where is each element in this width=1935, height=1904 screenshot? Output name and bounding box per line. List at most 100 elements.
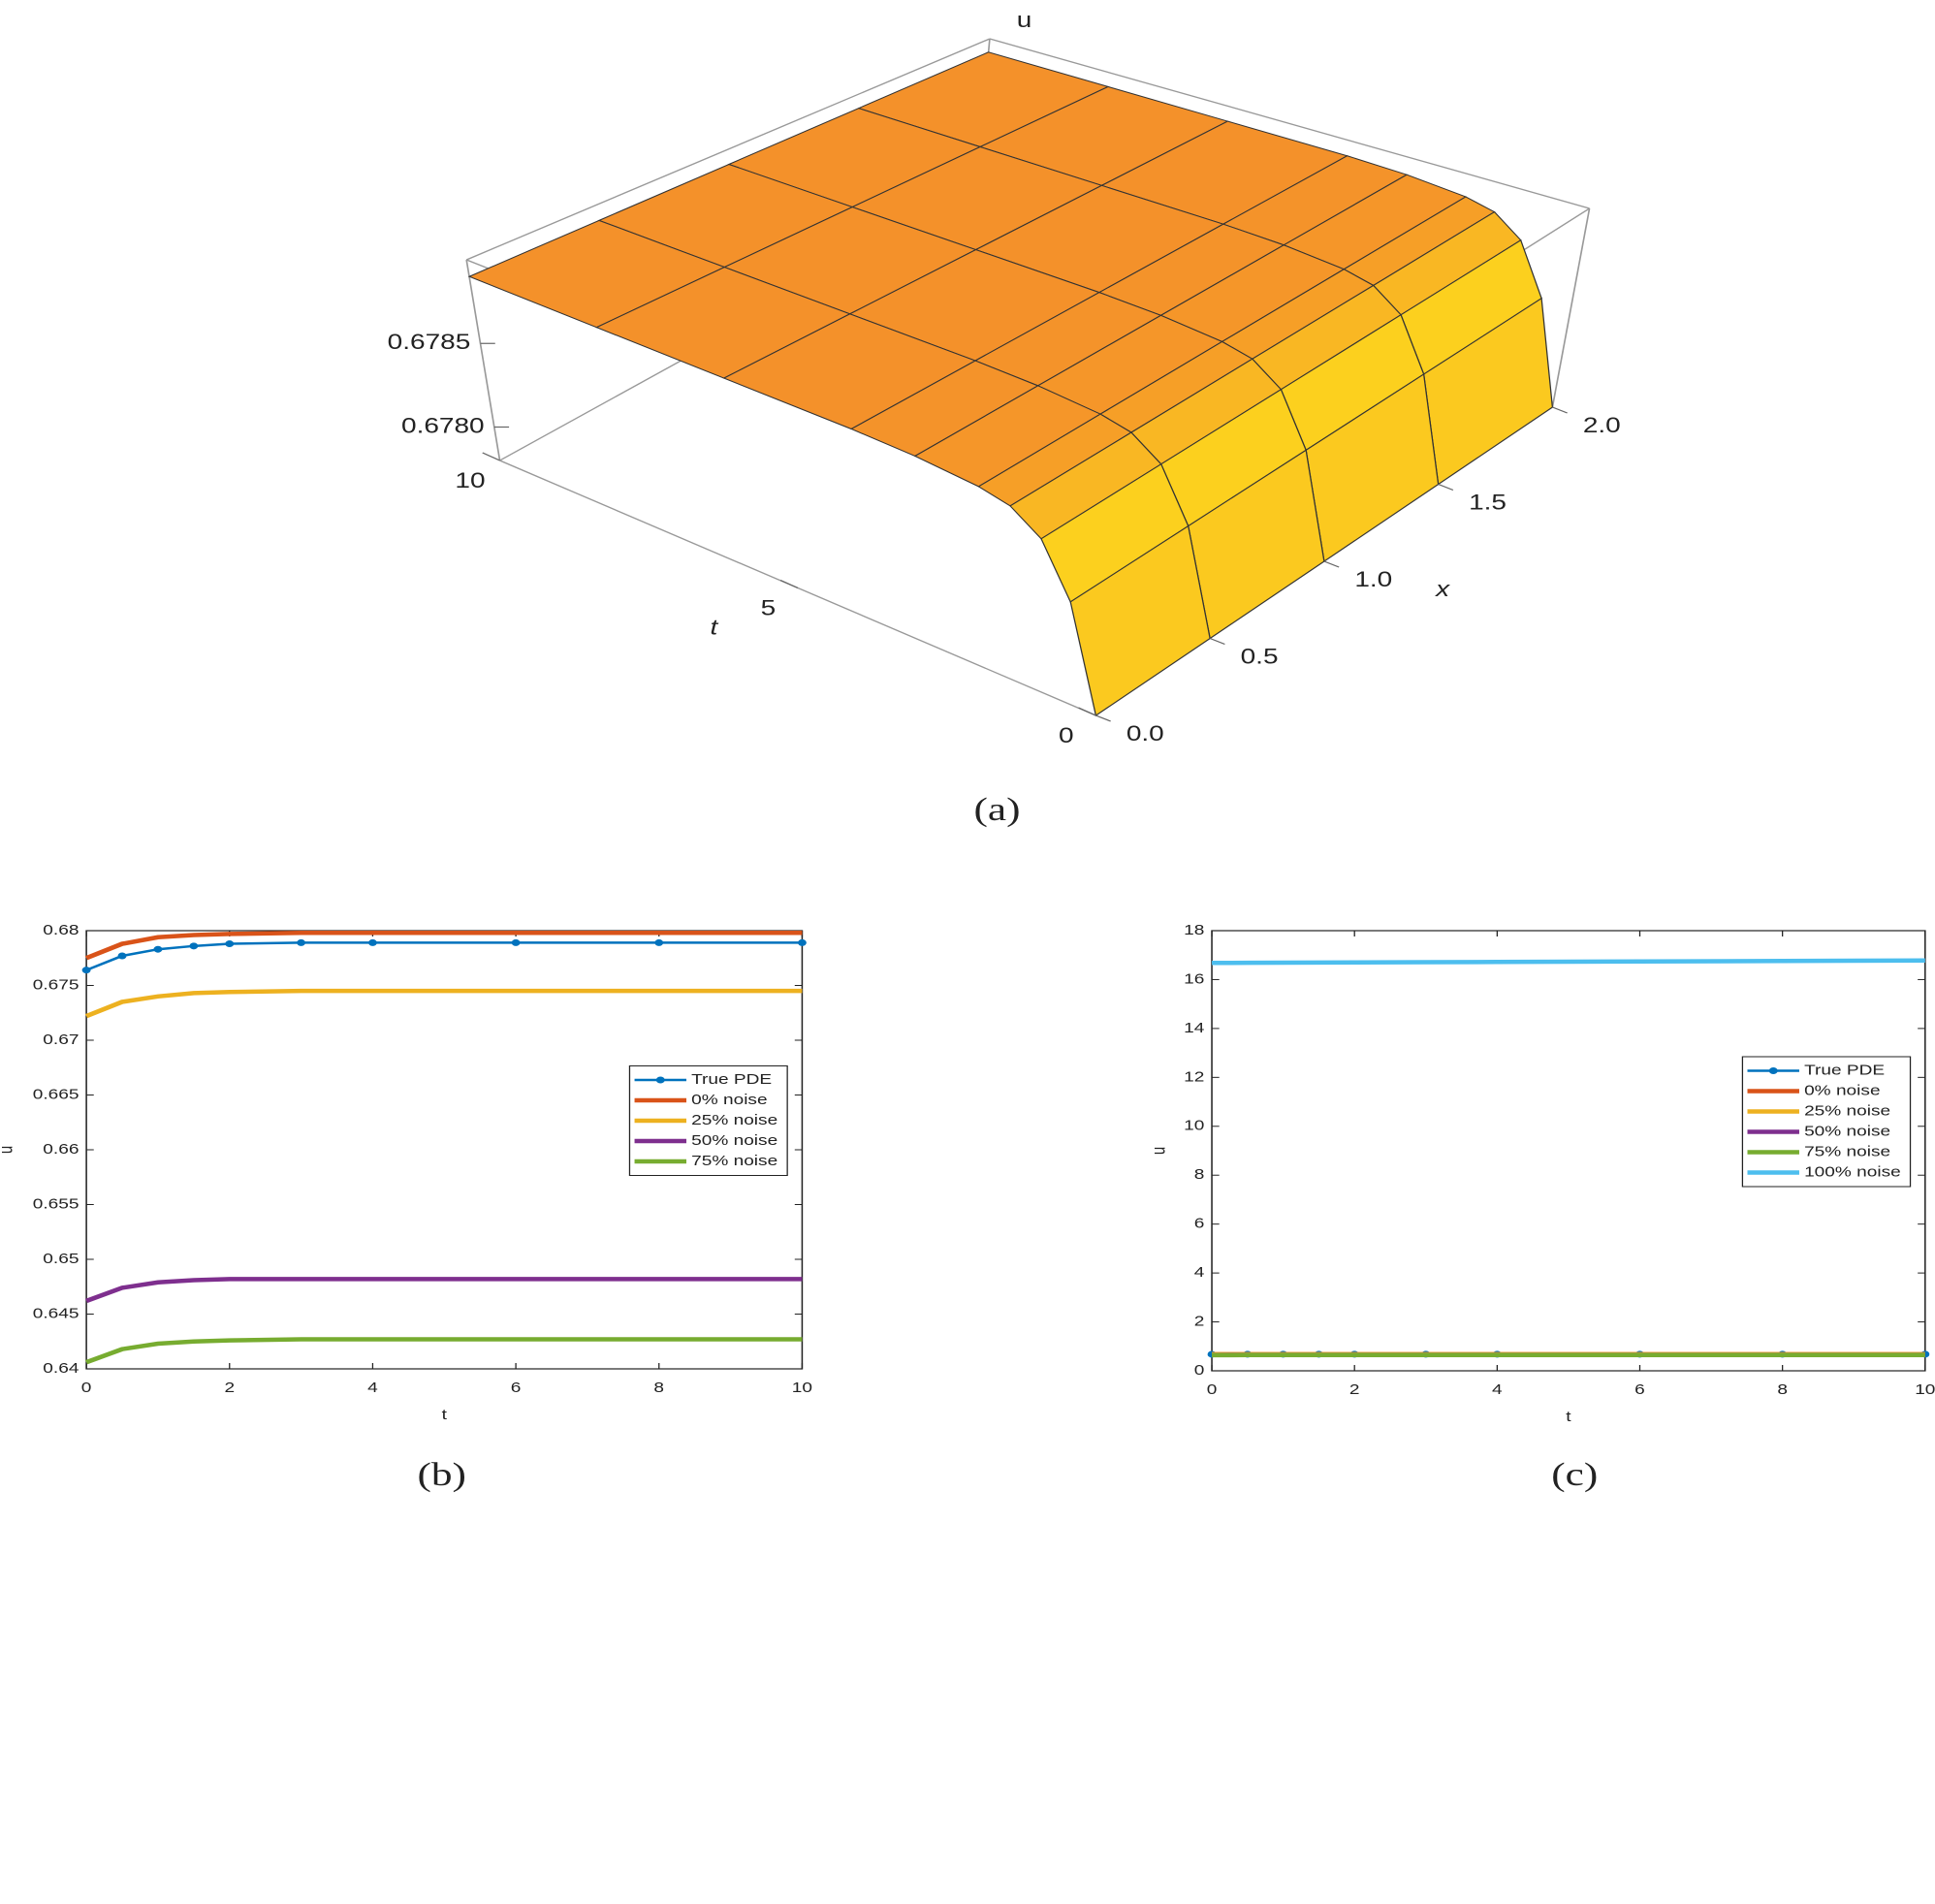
surface-patch [1069, 524, 1211, 716]
y-tick-label: 14 [1184, 1019, 1205, 1035]
x-tick-label: 6 [1634, 1380, 1645, 1397]
x-tick-label: 0 [81, 1379, 92, 1395]
box-edge [989, 38, 1590, 209]
y-tick-label: 0 [1059, 724, 1074, 747]
x-tick-label: 4 [367, 1379, 378, 1395]
x-tick-label: 2 [1349, 1380, 1360, 1397]
series-marker [225, 940, 235, 948]
x-tick [1209, 637, 1225, 646]
legend-label: 25% noise [1804, 1101, 1890, 1118]
series-marker [297, 938, 306, 946]
y-tick-label: 0.65 [43, 1250, 79, 1266]
z-tick-label: 0.6785 [388, 331, 471, 354]
x-tick-label: 2 [224, 1379, 235, 1395]
caption: (c) [1551, 1456, 1598, 1493]
series-marker [81, 967, 91, 974]
legend-label: 100% noise [1804, 1162, 1901, 1179]
y-tick-label: 8 [1194, 1165, 1205, 1182]
y-axis-label: t [711, 616, 719, 639]
x-tick [1552, 406, 1568, 414]
x-tick [1323, 560, 1340, 568]
y-tick [1078, 707, 1096, 716]
series-line [84, 988, 803, 1019]
x-tick-label: 0.0 [1126, 722, 1164, 746]
y-tick-label: 0.64 [43, 1359, 79, 1376]
legend-label: 0% noise [691, 1091, 767, 1107]
y-tick-label: 0 [1194, 1361, 1205, 1378]
x-tick-label: 10 [792, 1379, 812, 1395]
series-marker [654, 938, 664, 946]
x-axis-label: x [1434, 578, 1451, 601]
x-tick-label: 2.0 [1583, 414, 1621, 437]
y-axis-label: u [1148, 1147, 1169, 1155]
legend-marker [1768, 1067, 1778, 1074]
y-tick [779, 579, 799, 589]
y-tick-label: 0.645 [33, 1304, 79, 1320]
x-tick-label: 4 [1492, 1380, 1503, 1397]
y-tick-label: 0.675 [33, 975, 79, 992]
y-axis-label: u [0, 1146, 16, 1154]
series-marker [117, 952, 127, 960]
legend-label: True PDE [1804, 1061, 1885, 1077]
legend: True PDE 0% noise 25% noise 50% noise 75% no… [1741, 1056, 1912, 1188]
x-tick-label: 1.5 [1469, 491, 1507, 514]
y-tick-label: 10 [1184, 1117, 1204, 1133]
y-tick-label: 2 [1194, 1313, 1205, 1329]
x-axis-label: t [1566, 1408, 1571, 1424]
x-tick-label: 8 [653, 1379, 664, 1395]
z-tick-label: 0.6780 [401, 414, 485, 437]
legend-label: True PDE [691, 1070, 772, 1087]
box-edge [1551, 207, 1591, 408]
legend-label: 75% noise [1804, 1142, 1890, 1158]
y-tick-label: 0.68 [43, 921, 79, 937]
legend-label: 75% noise [691, 1152, 777, 1168]
series-line [85, 941, 803, 971]
series-line [84, 931, 803, 961]
series-line [84, 1337, 803, 1365]
y-tick-label: 16 [1184, 969, 1204, 986]
legend-label: 50% noise [1804, 1122, 1890, 1138]
series-marker [367, 938, 377, 946]
y-tick-label: 0.66 [43, 1140, 79, 1157]
y-tick-label: 10 [455, 469, 485, 492]
line-plot: 0.64 0.645 0.65 0.655 0.66 0.665 0.67 0.675 0.68… [0, 921, 812, 1493]
x-axis-label: t [442, 1406, 448, 1422]
series-marker [511, 938, 521, 946]
legend-marker [655, 1076, 665, 1084]
y-tick-label: 5 [761, 596, 777, 619]
x-tick-label: 10 [1915, 1380, 1935, 1397]
box-edge [465, 38, 991, 261]
x-tick-label: 0.5 [1241, 645, 1279, 668]
line-plot: 0 2 4 6 8 10 12 14 16 18 0 2 4 6 8 10 True PDE 0% noise 25… [1148, 921, 1935, 1493]
x-tick-label: 8 [1777, 1380, 1788, 1397]
y-tick-label: 0.655 [33, 1194, 79, 1211]
legend: True PDE 0% noise 25% noise 50% noise 75% no… [628, 1065, 788, 1176]
y-tick-label: 0.67 [43, 1031, 79, 1047]
series-marker [153, 945, 163, 953]
y-tick-label: 0.665 [33, 1085, 79, 1101]
series-marker [797, 938, 807, 946]
caption: (b) [417, 1456, 465, 1493]
x-tick-label: 6 [511, 1379, 522, 1395]
x-tick [1095, 714, 1112, 722]
y-tick [482, 452, 500, 461]
x-tick [1438, 483, 1454, 492]
y-tick-label: 6 [1194, 1215, 1205, 1231]
series-marker [189, 942, 199, 950]
series-line [1212, 958, 1925, 966]
x-tick-label: 1.0 [1354, 568, 1392, 591]
legend-label: 50% noise [691, 1131, 777, 1148]
y-tick-label: 18 [1184, 921, 1204, 937]
x-tick-label: 0 [1207, 1380, 1218, 1397]
surface-plot: 0 5 10 0.0 0.5 1.0 1.5 2.0 0.6780 0.6785 t x u (a) [388, 9, 1621, 828]
legend-label: 0% noise [1804, 1081, 1880, 1097]
legend-label: 25% noise [691, 1111, 777, 1127]
z-axis-label: u [1017, 9, 1032, 32]
legend-box [1741, 1056, 1912, 1188]
y-tick-label: 4 [1194, 1263, 1205, 1280]
series-line [84, 1277, 803, 1303]
y-tick-label: 12 [1184, 1067, 1204, 1084]
caption: (a) [974, 791, 1021, 828]
